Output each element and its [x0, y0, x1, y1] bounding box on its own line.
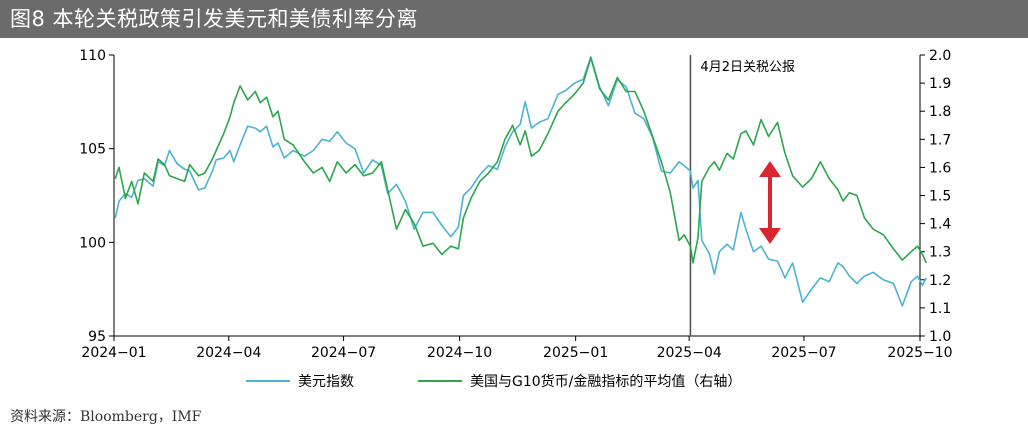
divergence-arrow-head-down — [759, 228, 781, 244]
x-tick-label: 2025−01 — [543, 345, 608, 361]
left-tick-label: 110 — [79, 48, 106, 64]
x-tick-label: 2024−07 — [311, 345, 376, 361]
chart-title: 图8 本轮关税政策引发美元和美债利率分离 — [10, 7, 419, 31]
right-tick-label: 1.0 — [929, 329, 951, 345]
right-tick-label: 1.7 — [929, 132, 951, 148]
x-tick-label: 2025−07 — [771, 345, 836, 361]
left-tick-label: 95 — [88, 329, 106, 345]
x-tick-label: 2025−10 — [887, 345, 952, 361]
series-line-1 — [114, 56, 928, 307]
x-tick-label: 2024−01 — [81, 345, 146, 361]
left-tick-label: 105 — [79, 142, 106, 158]
x-tick-label: 2024−10 — [427, 345, 492, 361]
x-tick-label: 2024−04 — [196, 345, 261, 361]
right-tick-label: 1.1 — [929, 301, 951, 317]
divergence-arrow-head-up — [759, 161, 781, 177]
right-tick-label: 1.2 — [929, 273, 951, 289]
legend-label-2: 美国与G10货币/金融指标的平均值（右轴） — [470, 373, 741, 390]
x-tick-label: 2025−04 — [657, 345, 722, 361]
left-tick-label: 100 — [79, 235, 106, 251]
legend-label-1: 美元指数 — [298, 374, 354, 390]
right-tick-label: 1.8 — [929, 104, 951, 120]
series-line-2 — [114, 56, 928, 264]
source-note: 资料来源：Bloomberg，IMF — [10, 409, 202, 425]
right-tick-label: 1.5 — [929, 189, 951, 205]
right-tick-label: 2.0 — [929, 48, 951, 64]
title-bar: 图8 本轮关税政策引发美元和美债利率分离 — [0, 0, 1028, 38]
right-tick-label: 1.3 — [929, 245, 951, 261]
annotation-label: 4月2日关税公报 — [700, 60, 795, 75]
right-tick-label: 1.6 — [929, 160, 951, 176]
right-tick-label: 1.9 — [929, 76, 951, 92]
chart-svg: 95 100 105 110 1.0 1.1 1.2 1.3 1.4 1.5 1.6 1.7 1.8 1.… — [79, 48, 952, 390]
right-tick-label: 1.4 — [929, 217, 951, 233]
